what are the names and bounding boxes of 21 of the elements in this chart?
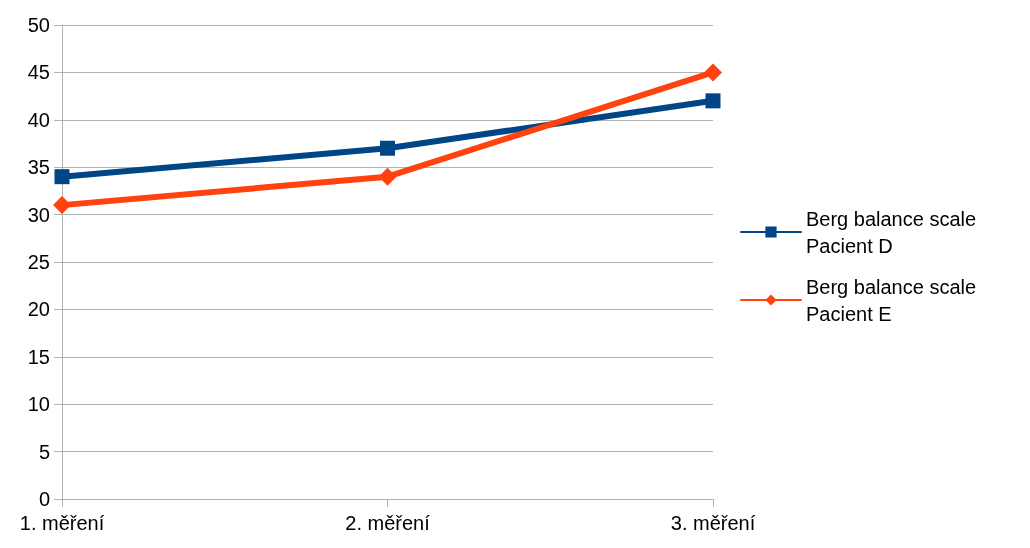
y-tick-label: 5 <box>38 440 50 463</box>
y-tick-label: 15 <box>27 345 50 368</box>
legend-label: Berg balance scale Pacient D <box>806 207 982 257</box>
x-tick-label: 3. měření <box>670 512 756 534</box>
point <box>378 167 397 186</box>
x-tick-label: 2. měření <box>345 512 431 534</box>
y-tick-label: 10 <box>27 393 50 416</box>
y-tick-label: 35 <box>27 156 50 179</box>
point <box>53 196 71 215</box>
y-tick-label: 20 <box>27 298 50 321</box>
legend-label: Berg balance scale Pacient E <box>806 275 982 325</box>
y-tick-label: 25 <box>27 251 50 273</box>
y-tick-label: 0 <box>38 488 50 510</box>
point <box>704 63 722 82</box>
y-tick-label: 30 <box>27 203 50 226</box>
point <box>380 140 395 156</box>
y-tick-label: 50 <box>27 14 50 36</box>
y-tick-label: 40 <box>27 108 50 131</box>
y-tick-label: 45 <box>27 61 50 84</box>
x-tick-label: 1. měření <box>19 512 105 534</box>
point <box>705 93 721 109</box>
